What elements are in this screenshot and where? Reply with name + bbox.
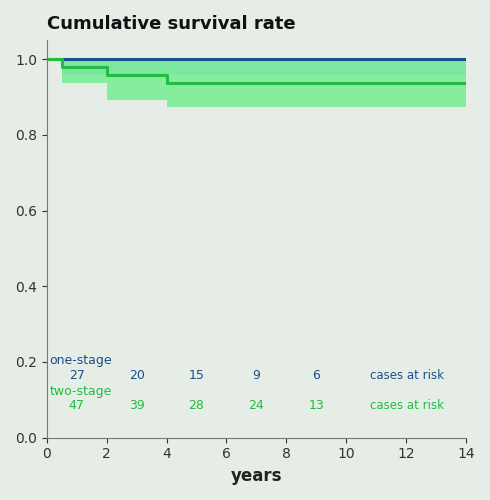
Text: 15: 15 — [189, 368, 204, 382]
Text: cases at risk: cases at risk — [370, 368, 444, 382]
Text: 6: 6 — [313, 368, 320, 382]
Text: one-stage: one-stage — [49, 354, 112, 366]
Text: 39: 39 — [129, 399, 145, 412]
X-axis label: years: years — [231, 467, 282, 485]
Text: 9: 9 — [252, 368, 260, 382]
Text: two-stage: two-stage — [49, 385, 112, 398]
Text: 27: 27 — [69, 368, 85, 382]
Text: cases at risk: cases at risk — [370, 399, 444, 412]
Text: Cumulative survival rate: Cumulative survival rate — [47, 15, 295, 33]
Text: 20: 20 — [129, 368, 145, 382]
Text: 28: 28 — [189, 399, 204, 412]
Text: 13: 13 — [309, 399, 324, 412]
Text: 24: 24 — [248, 399, 264, 412]
Text: 47: 47 — [69, 399, 85, 412]
